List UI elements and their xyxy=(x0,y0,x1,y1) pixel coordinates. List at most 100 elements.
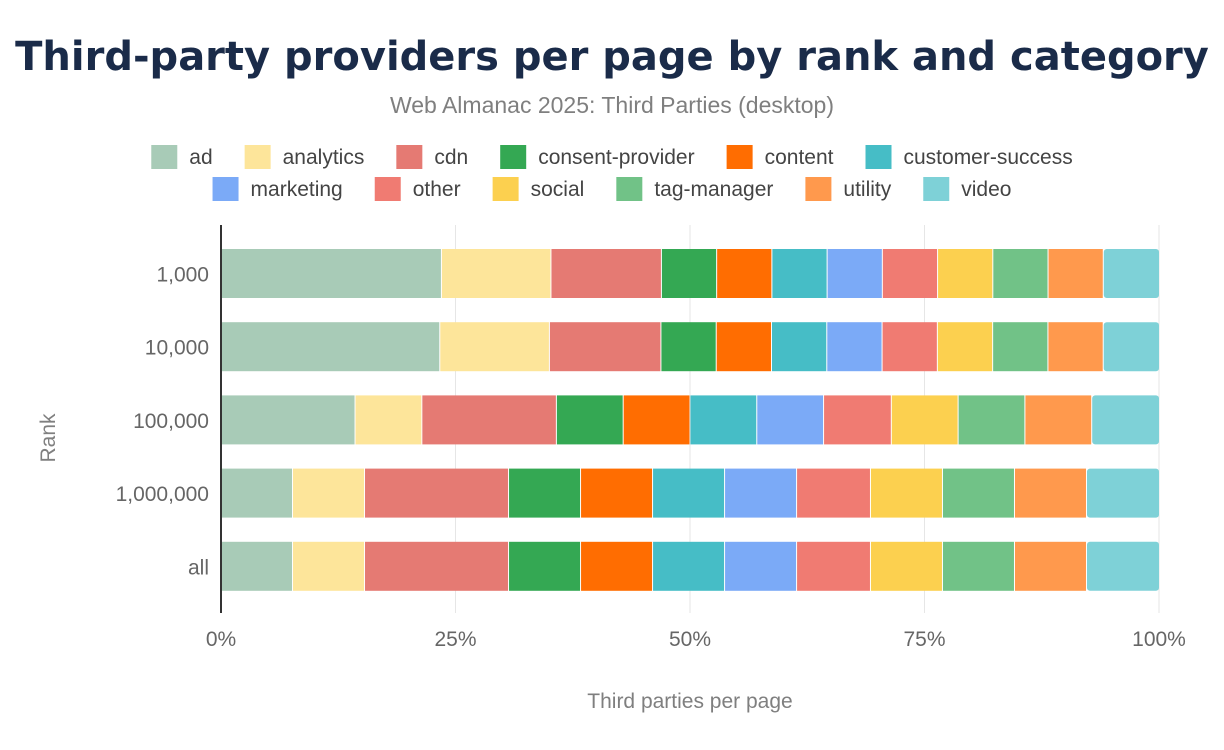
bar-segment-tag-manager xyxy=(942,468,1014,518)
legend-swatch-content xyxy=(726,145,753,169)
bar-segment-social xyxy=(891,395,958,445)
x-tick-label: 25% xyxy=(434,628,476,651)
legend-label-cdn: cdn xyxy=(434,146,468,169)
bar-segment-video xyxy=(1086,468,1159,518)
legend-label-marketing: marketing xyxy=(251,178,343,201)
bar-segment-consent-provider xyxy=(661,322,716,372)
bar-segment-ad xyxy=(221,322,440,372)
bar-segment-content xyxy=(716,322,771,372)
legend-swatch-tag-manager xyxy=(616,177,643,201)
chart-subtitle: Web Almanac 2025: Third Parties (desktop… xyxy=(390,92,834,118)
legend-swatch-utility xyxy=(805,177,832,201)
bar-segment-ad xyxy=(221,541,293,591)
legend-swatch-consent-provider xyxy=(500,145,527,169)
bar-segment-customer-success xyxy=(653,541,725,591)
bar-segment-other xyxy=(797,541,870,591)
bar-segment-video xyxy=(1103,322,1159,372)
bar-segment-analytics xyxy=(355,395,422,445)
legend-label-consent-provider: consent-provider xyxy=(538,146,694,169)
bar-segment-content xyxy=(581,468,653,518)
legend-label-video: video xyxy=(961,178,1011,201)
legend-label-utility: utility xyxy=(843,178,891,201)
bar-segment-customer-success xyxy=(690,395,757,445)
x-tick-label: 0% xyxy=(206,628,236,651)
bar-segment-ad xyxy=(221,249,441,298)
bar-segment-video xyxy=(1086,541,1159,591)
y-tick-label: 1,000,000 xyxy=(116,483,209,506)
legend-label-social: social xyxy=(531,178,585,201)
x-tick-label: 100% xyxy=(1132,628,1186,651)
bar-segment-utility xyxy=(1048,322,1103,372)
bar-segment-marketing xyxy=(757,395,824,445)
bar-segment-utility xyxy=(1014,468,1086,518)
bar-segment-cdn xyxy=(422,395,556,445)
bar-segment-content xyxy=(717,249,772,298)
bar-segment-ad xyxy=(221,395,355,445)
x-tick-label: 75% xyxy=(903,628,945,651)
bar-segment-analytics xyxy=(293,541,365,591)
bar-segment-content xyxy=(581,541,653,591)
bar-segment-social xyxy=(870,468,942,518)
bar-segment-customer-success xyxy=(771,322,827,372)
bar-segment-marketing xyxy=(827,249,882,298)
bar-segment-other xyxy=(882,322,937,372)
bar-segment-analytics xyxy=(293,468,365,518)
bar-segment-cdn xyxy=(551,249,661,298)
y-tick-label: 100,000 xyxy=(133,410,209,433)
legend-swatch-analytics xyxy=(244,145,271,169)
bar-segment-cdn xyxy=(365,468,509,518)
bar-segment-tag-manager xyxy=(942,541,1014,591)
chart-title: Third-party providers per page by rank a… xyxy=(15,34,1209,80)
legend-label-customer-success: customer-success xyxy=(904,146,1073,169)
bar-segment-tag-manager xyxy=(993,249,1048,298)
y-tick-label: 1,000 xyxy=(156,264,209,287)
bar-segment-social xyxy=(938,249,993,298)
legend-label-tag-manager: tag-manager xyxy=(654,178,773,201)
bar-segment-marketing xyxy=(827,322,882,372)
bar-segment-customer-success xyxy=(772,249,827,298)
legend: ad analytics cdn consent-provider content cus… xyxy=(151,145,1073,201)
bar-segment-other xyxy=(797,468,870,518)
bar-segment-consent-provider xyxy=(509,541,581,591)
legend-swatch-video xyxy=(923,177,950,201)
bar-segment-analytics xyxy=(441,249,551,298)
legend-label-ad: ad xyxy=(189,146,212,169)
legend-swatch-cdn xyxy=(396,145,423,169)
bar-segment-marketing xyxy=(725,541,797,591)
bar-segment-video xyxy=(1103,249,1159,298)
bar-segment-cdn xyxy=(365,541,509,591)
legend-swatch-other xyxy=(374,177,401,201)
bar-segment-tag-manager xyxy=(958,395,1025,445)
bar-segment-customer-success xyxy=(653,468,725,518)
bar-segment-utility xyxy=(1048,249,1103,298)
legend-swatch-marketing xyxy=(212,177,239,201)
x-tick-label: 50% xyxy=(669,628,711,651)
bar-segment-social xyxy=(937,322,993,372)
legend-label-content: content xyxy=(765,146,834,169)
bar-segment-consent-provider xyxy=(556,395,623,445)
bar-segment-video xyxy=(1092,395,1159,445)
bar-segment-content xyxy=(623,395,690,445)
bar-segment-social xyxy=(870,541,942,591)
bar-segment-consent-provider xyxy=(509,468,581,518)
bar-segment-utility xyxy=(1014,541,1086,591)
bar-segment-tag-manager xyxy=(993,322,1048,372)
legend-label-other: other xyxy=(413,178,461,201)
bar-segment-ad xyxy=(221,468,293,518)
y-tick-labels: 1,000 10,000 100,000 1,000,000 all xyxy=(116,264,209,580)
bar-segment-other xyxy=(882,249,938,298)
bar-segment-utility xyxy=(1025,395,1092,445)
y-axis-title: Rank xyxy=(37,413,60,463)
y-tick-label: 10,000 xyxy=(145,337,209,360)
x-tick-labels: 0% 25% 50% 75% 100% xyxy=(206,628,1186,651)
bar-segment-marketing xyxy=(725,468,797,518)
legend-label-analytics: analytics xyxy=(283,146,365,169)
x-axis-title: Third parties per page xyxy=(587,690,792,713)
legend-swatch-ad xyxy=(151,145,178,169)
bar-segment-cdn xyxy=(549,322,661,372)
bar-segment-other xyxy=(824,395,891,445)
bars xyxy=(221,249,1159,591)
legend-swatch-social xyxy=(492,177,519,201)
bar-segment-consent-provider xyxy=(661,249,717,298)
